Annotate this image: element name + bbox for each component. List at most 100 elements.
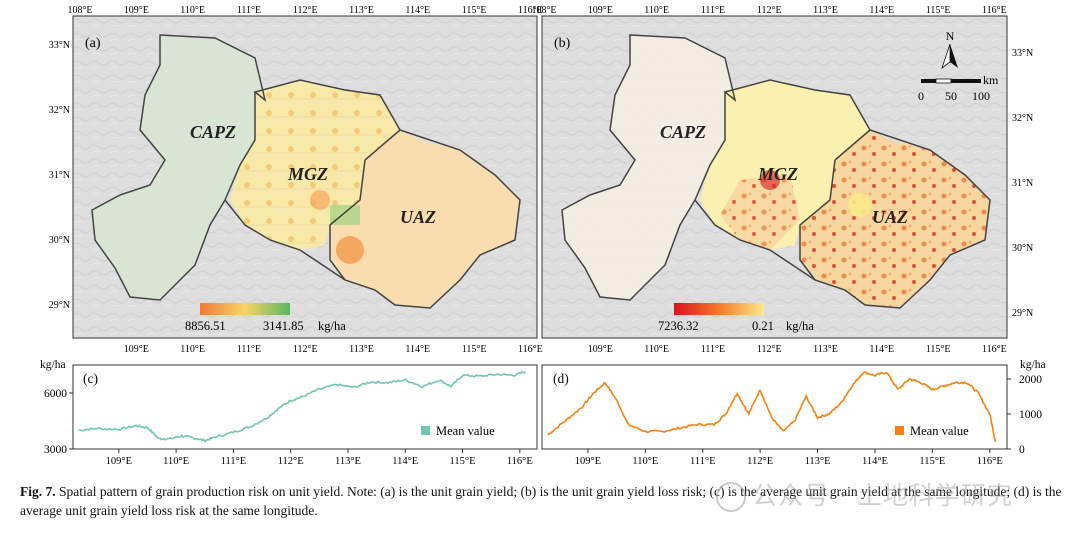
figure-caption: Fig. 7. Spatial pattern of grain product…	[20, 482, 1070, 520]
watermark: 公众号 · 土地科学研究	[716, 476, 1013, 512]
chart-d-xtick-1: 110°E	[632, 456, 658, 467]
figure: CAPZ MGZ UAZ (a) 8856.51 3141.85 kg/ha C…	[40, 5, 1046, 467]
map-b-lon-bottom-7: 115°E	[926, 344, 951, 355]
chart-c-xtick-6: 115°E	[450, 456, 476, 467]
scale-tick-100: 100	[972, 89, 990, 103]
map-b-legend-min: 0.21	[752, 319, 774, 333]
map-a-lon-bottom-1: 109°E	[124, 344, 149, 355]
chart-d: (d) kg/ha 0 1000 2000 109°E 110°E 111°E 112°E…	[541, 359, 1046, 467]
chart-d-ytick-0: 0	[1019, 444, 1025, 456]
map-a-lon-bottom-2: 110°E	[180, 344, 205, 355]
map-b: CAPZ MGZ UAZ (b) N km 0 50 100 7236.32 0…	[541, 15, 1008, 339]
chart-d-ylabel: kg/ha	[1020, 359, 1046, 371]
chart-d-legend-swatch	[895, 426, 904, 435]
chart-d-xtick-0: 109°E	[575, 456, 601, 467]
map-b-lon-bottom-4: 112°E	[757, 344, 782, 355]
chart-d-panel-label: (d)	[553, 371, 569, 386]
chart-c-legend-label: Mean value	[436, 424, 495, 438]
map-a-legend-max: 8856.51	[185, 319, 226, 333]
chart-c-xtick-3: 112°E	[278, 456, 304, 467]
map-a-zone-mgz: MGZ	[287, 164, 328, 184]
map-b-zone-mgz: MGZ	[757, 164, 798, 184]
map-a-legend-min: 3141.85	[263, 319, 304, 333]
map-a-lon-top-1: 109°E	[124, 5, 149, 16]
chart-c: (c) kg/ha 3000 6000 109°E 110°E 111°E 112°E 1…	[40, 359, 538, 467]
wechat-logo-icon	[716, 482, 746, 512]
chart-d-xtick-7: 116°E	[977, 456, 1003, 467]
map-a-lon-bottom-3: 111°E	[237, 344, 261, 355]
chart-c-series-line	[78, 370, 527, 443]
map-b-lon-top-1: 109°E	[588, 5, 613, 16]
map-b-lon-top-8: 116°E	[982, 5, 1007, 16]
map-b-zone-capz: CAPZ	[660, 122, 706, 142]
map-b-lon-bottom-6: 114°E	[869, 344, 894, 355]
map-b-lon-top-6: 114°E	[869, 5, 894, 16]
map-b-lon-bottom-2: 110°E	[644, 344, 669, 355]
map-a-legend-bar	[200, 303, 290, 315]
chart-c-xtick-0: 109°E	[106, 456, 132, 467]
chart-d-xtick-6: 115°E	[919, 456, 945, 467]
chart-c-xtick-4: 113°E	[335, 456, 361, 467]
map-a-lon-top-2: 110°E	[180, 5, 205, 16]
chart-c-legend-swatch	[421, 426, 430, 435]
graticule-labels: 108°E 108°E 109°E 109°E 109°E 109°E 110°E 110°E…	[49, 5, 1033, 355]
map-a-lat-1: 32°N	[49, 105, 70, 116]
north-label: N	[946, 29, 955, 43]
map-b-lat-3: 30°N	[1012, 243, 1033, 254]
map-b-lon-top-7: 115°E	[926, 5, 951, 16]
map-a-lon-top-3: 111°E	[237, 5, 261, 16]
map-a-lon-bottom-7: 115°E	[462, 344, 487, 355]
north-arrow-icon: N	[941, 29, 958, 70]
chart-c-ytick-0: 3000	[44, 444, 67, 456]
caption-label: Fig. 7.	[20, 484, 56, 499]
map-b-legend-unit: kg/ha	[786, 319, 814, 333]
map-a-lon-top-0: 108°E	[67, 5, 92, 16]
map-b-lon-bottom-3: 111°E	[701, 344, 725, 355]
chart-c-xtick-2: 111°E	[221, 456, 247, 467]
map-b-lon-top-5: 113°E	[813, 5, 838, 16]
map-a: CAPZ MGZ UAZ (a) 8856.51 3141.85 kg/ha	[72, 15, 538, 339]
map-a-lon-bottom-5: 113°E	[349, 344, 374, 355]
chart-d-ytick-2: 2000	[1019, 374, 1042, 386]
map-b-lon-top-4: 112°E	[757, 5, 782, 16]
map-b-lon-top-0: 108°E	[531, 5, 556, 16]
map-a-mgz-region	[230, 80, 410, 250]
chart-c-xtick-5: 114°E	[392, 456, 418, 467]
chart-d-series-line	[547, 371, 997, 443]
scale-unit: km	[983, 73, 999, 87]
map-a-lat-0: 33°N	[49, 40, 70, 51]
map-b-lat-0: 33°N	[1012, 48, 1033, 59]
map-a-panel-label: (a)	[85, 36, 101, 51]
map-b-legend-bar	[674, 303, 764, 315]
scale-tick-0: 0	[918, 89, 924, 103]
map-a-lon-top-8: 116°E	[518, 5, 543, 16]
map-b-panel-label: (b)	[554, 36, 571, 51]
chart-c-panel-label: (c)	[83, 371, 98, 386]
chart-d-ytick-1: 1000	[1019, 409, 1042, 421]
chart-d-xtick-4: 113°E	[805, 456, 831, 467]
map-a-zone-capz: CAPZ	[190, 122, 236, 142]
map-b-lon-top-2: 110°E	[644, 5, 669, 16]
scale-tick-50: 50	[945, 89, 957, 103]
map-b-lon-bottom-5: 113°E	[813, 344, 838, 355]
chart-d-xtick-2: 111°E	[690, 456, 716, 467]
map-a-lon-bottom-8: 116°E	[518, 344, 543, 355]
map-a-capz-region	[92, 35, 265, 300]
caption-text: Spatial pattern of grain production risk…	[20, 484, 1062, 518]
map-a-lon-top-4: 112°E	[293, 5, 318, 16]
map-b-lon-top-3: 111°E	[701, 5, 725, 16]
map-a-lat-4: 29°N	[49, 300, 70, 311]
chart-d-xtick-5: 114°E	[862, 456, 888, 467]
map-a-lon-bottom-4: 112°E	[293, 344, 318, 355]
map-a-lat-3: 30°N	[49, 235, 70, 246]
map-a-legend-unit: kg/ha	[318, 319, 346, 333]
map-a-lon-top-7: 115°E	[462, 5, 487, 16]
map-a-lon-bottom-6: 114°E	[405, 344, 430, 355]
map-a-lon-top-6: 114°E	[405, 5, 430, 16]
map-b-lat-2: 31°N	[1012, 178, 1033, 189]
scale-bar: km 0 50 100	[918, 73, 999, 103]
map-b-lon-bottom-1: 109°E	[588, 344, 613, 355]
chart-c-ytick-1: 6000	[44, 388, 67, 400]
map-b-lat-4: 29°N	[1012, 308, 1033, 319]
chart-c-ylabel: kg/ha	[40, 359, 66, 371]
